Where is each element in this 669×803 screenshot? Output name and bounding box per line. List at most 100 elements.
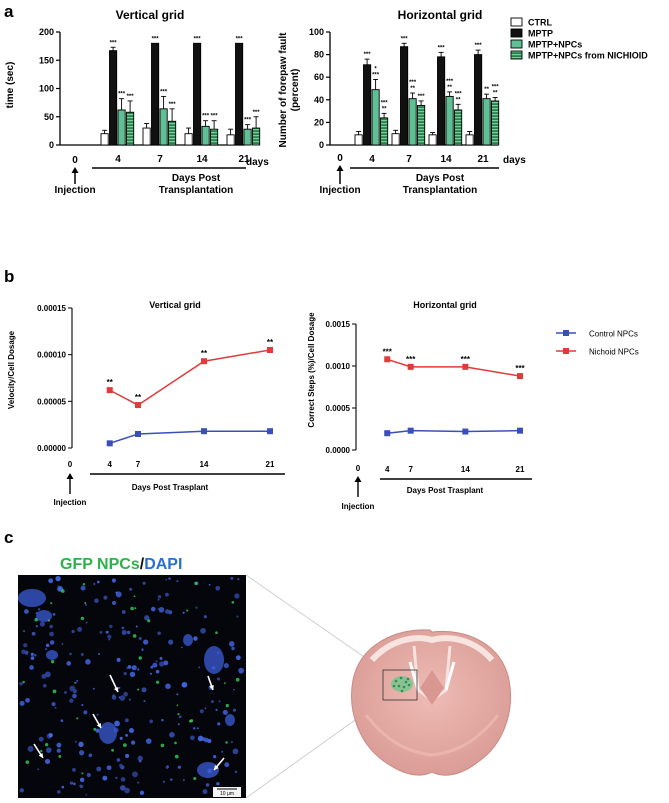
cell-arrow-head bbox=[113, 687, 119, 692]
dapi-nucleus bbox=[137, 755, 143, 761]
zoom-line-top bbox=[245, 574, 384, 671]
dapi-nucleus bbox=[44, 648, 48, 651]
y-tick-label: 0.0010 bbox=[326, 362, 351, 371]
dapi-nucleus bbox=[56, 742, 62, 748]
bar bbox=[400, 46, 409, 146]
gfp-cell bbox=[76, 717, 79, 720]
gfp-cell bbox=[160, 743, 165, 748]
dapi-nucleus bbox=[71, 629, 75, 634]
cell-arrow-head bbox=[38, 753, 43, 758]
dapi-nucleus bbox=[125, 733, 129, 737]
bar bbox=[201, 125, 210, 146]
dapi-nucleus bbox=[163, 660, 169, 666]
bar-chart-vertical-grid: Vertical grid time (sec) days Days Post … bbox=[5, 8, 269, 196]
bar bbox=[428, 134, 437, 146]
dapi-nucleus bbox=[46, 747, 52, 753]
dapi-nucleus bbox=[234, 593, 240, 599]
legend-label: MPTP+NPCs from NICHIOID bbox=[528, 51, 648, 61]
significance-stars: *** bbox=[194, 36, 202, 42]
dapi-nucleus bbox=[218, 700, 221, 703]
gfp-cell bbox=[80, 616, 85, 621]
dapi-nucleus bbox=[81, 703, 84, 707]
zero-label: 0 bbox=[337, 153, 343, 164]
dapi-nucleus bbox=[155, 660, 158, 663]
dapi-nucleus bbox=[116, 758, 121, 762]
dapi-cluster bbox=[46, 650, 58, 660]
injection-label: Injection bbox=[319, 185, 360, 196]
dapi-nucleus bbox=[76, 679, 79, 682]
title-separator: / bbox=[140, 556, 145, 573]
gfp-cell bbox=[194, 581, 198, 586]
bar bbox=[100, 133, 109, 146]
significance-stars: *** bbox=[364, 52, 372, 58]
significance-stars: *** bbox=[492, 85, 500, 91]
bar bbox=[151, 42, 160, 146]
y-tick-label: 80 bbox=[314, 50, 324, 60]
npc-dot bbox=[402, 685, 406, 689]
dapi-nucleus bbox=[196, 727, 199, 730]
dapi-nucleus bbox=[85, 793, 88, 796]
gfp-cell bbox=[225, 741, 228, 744]
bar bbox=[117, 109, 126, 146]
y-tick-label: 0.00010 bbox=[37, 351, 66, 360]
dapi-nucleus bbox=[109, 624, 113, 629]
bar bbox=[482, 98, 491, 146]
dapi-nucleus bbox=[78, 741, 84, 748]
dapi-nucleus bbox=[158, 606, 165, 613]
gfp-cell bbox=[82, 582, 86, 586]
dapi-nucleus bbox=[69, 698, 74, 703]
dapi-nucleus bbox=[177, 765, 181, 769]
dapi-nucleus bbox=[60, 719, 64, 723]
dapi-nucleus bbox=[200, 627, 206, 634]
dapi-nucleus bbox=[195, 606, 198, 609]
gfp-cell bbox=[74, 681, 76, 684]
legend-swatch bbox=[510, 50, 523, 60]
gfp-cell bbox=[193, 776, 197, 781]
dapi-nucleus bbox=[213, 755, 217, 759]
significance-stars: *** bbox=[409, 80, 417, 86]
gfp-cell bbox=[22, 680, 25, 684]
chart-title: Vertical grid bbox=[116, 8, 185, 22]
x-tick-label: 4 bbox=[115, 154, 121, 165]
y-tick-label: 0.00015 bbox=[37, 304, 66, 313]
dapi-nucleus bbox=[31, 631, 36, 636]
dapi-nucleus bbox=[183, 779, 185, 782]
dapi-cluster bbox=[36, 610, 52, 622]
injection-label: Injection bbox=[342, 502, 375, 511]
dapi-nucleus bbox=[190, 735, 195, 741]
dapi-nucleus bbox=[79, 777, 85, 783]
significance-stars: *** bbox=[515, 364, 525, 373]
significance-stars: *** bbox=[211, 114, 219, 120]
dapi-nucleus bbox=[102, 775, 108, 781]
dapi-nucleus bbox=[127, 665, 132, 669]
dapi-nucleus bbox=[157, 595, 162, 599]
gfp-cell bbox=[111, 748, 114, 752]
dapi-nucleus bbox=[119, 695, 126, 701]
y-tick-label: 0.00000 bbox=[37, 444, 66, 453]
x-axis-label-line1: Days Post bbox=[416, 173, 465, 184]
dapi-nucleus bbox=[24, 609, 29, 614]
dapi-nucleus bbox=[165, 592, 169, 597]
dapi-nucleus bbox=[23, 643, 28, 648]
injection-arrow-head bbox=[71, 167, 79, 173]
dapi-nucleus bbox=[57, 585, 60, 588]
gfp-cell bbox=[176, 704, 179, 707]
dapi-nucleus bbox=[198, 666, 201, 669]
dapi-nucleus bbox=[221, 750, 224, 753]
gfp-cell bbox=[235, 677, 240, 682]
dapi-nucleus bbox=[232, 748, 239, 755]
gfp-cell bbox=[147, 619, 151, 623]
gfp-cell bbox=[40, 749, 43, 753]
dapi-nucleus bbox=[216, 677, 221, 681]
dapi-nucleus bbox=[85, 659, 91, 665]
legend-lines: Control NPCs Nichoid NPCs bbox=[556, 330, 639, 357]
x-tick-label: 21 bbox=[477, 154, 489, 165]
dapi-nucleus bbox=[137, 781, 140, 784]
dapi-nucleus bbox=[161, 718, 164, 722]
bar bbox=[445, 95, 454, 146]
dapi-nucleus bbox=[44, 671, 51, 678]
significance-stars: *** bbox=[152, 36, 160, 42]
gfp-cell bbox=[50, 659, 55, 664]
npc-dot bbox=[394, 679, 398, 683]
significance-stars: *** bbox=[236, 36, 244, 42]
